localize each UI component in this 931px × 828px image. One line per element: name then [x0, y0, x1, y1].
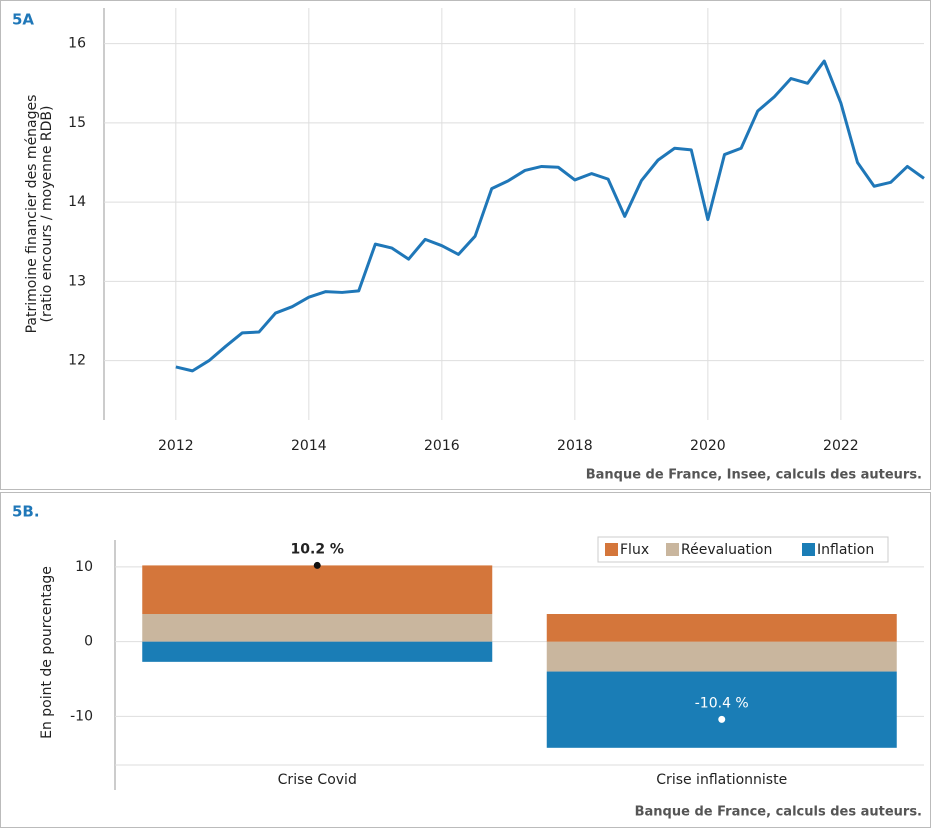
marker-label: -10.4 % [695, 695, 749, 711]
y-axis-label-line: Patrimoine financier des ménages [24, 95, 40, 334]
y-axis-label: En point de pourcentage [39, 566, 55, 739]
x-tick-label: 2016 [424, 438, 460, 454]
y-tick-label: 12 [68, 353, 86, 369]
x-tick-label: 2022 [823, 438, 859, 454]
legend-swatch [666, 543, 679, 556]
y-tick-label: -10 [70, 708, 93, 724]
source: Banque de France, calculs des auteurs. [635, 805, 922, 820]
y-axis-label-line: (ratio encours / moyenne RDB) [39, 106, 55, 323]
x-tick-label: 2014 [291, 438, 327, 454]
x-tick-label: 2020 [690, 438, 726, 454]
y-tick-label: 10 [75, 559, 93, 575]
panel-label: 5B. [12, 503, 40, 521]
bar-segment [142, 565, 493, 615]
marker [313, 561, 321, 569]
x-tick-label: 2018 [557, 438, 593, 454]
x-tick-label: Crise inflationniste [656, 772, 787, 788]
bar-segment [546, 671, 897, 748]
source: Banque de France, Insee, calculs des aut… [586, 468, 922, 483]
bar-segment [546, 614, 897, 642]
y-tick-label: 16 [68, 36, 86, 52]
y-tick-label: 13 [68, 273, 86, 289]
legend-label: Réevaluation [681, 542, 772, 558]
bar-segment [546, 641, 897, 672]
y-tick-label: 14 [68, 194, 86, 210]
data-line [175, 59, 925, 373]
bar-segment [142, 614, 493, 642]
legend-frame [597, 536, 889, 563]
y-tick-label: 15 [68, 115, 86, 131]
panel-label: 5A [12, 11, 34, 29]
y-tick-label: 0 [84, 634, 93, 650]
marker [718, 715, 726, 723]
marker-label: 10.2 % [291, 541, 344, 557]
legend-swatch [605, 543, 618, 556]
bar-segment [142, 641, 493, 662]
x-tick-label: 2012 [158, 438, 194, 454]
legend-label: Inflation [817, 542, 874, 558]
y-axis-label: Patrimoine financier des ménages(ratio e… [24, 95, 55, 334]
x-tick-label: Crise Covid [278, 772, 357, 788]
legend-swatch [802, 543, 815, 556]
legend-label: Flux [620, 542, 649, 558]
